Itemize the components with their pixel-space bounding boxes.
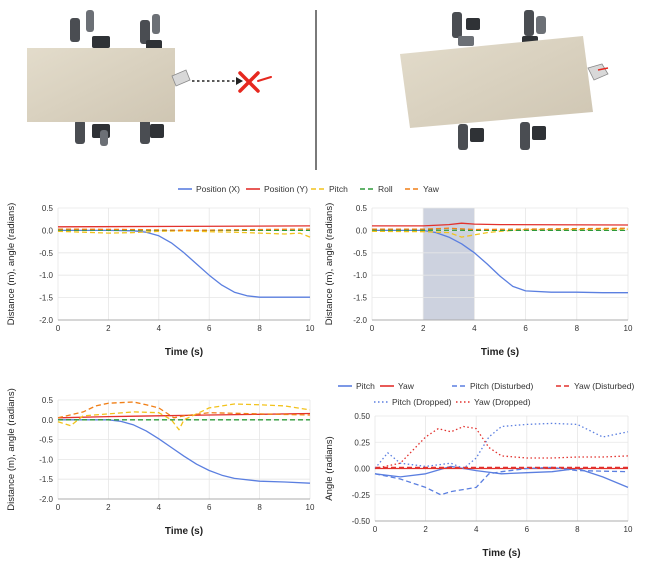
- y-tick-label: 0.0: [42, 416, 54, 425]
- x-tick-label: 0: [373, 525, 378, 534]
- legend-label: Pitch: [329, 184, 348, 194]
- robot-arm-icon: [70, 10, 110, 48]
- y-tick-label: 0.0: [42, 226, 54, 235]
- x-tick-label: 2: [106, 324, 111, 333]
- x-tick-label: 10: [306, 503, 315, 512]
- chart-top-right: 0.5 0.0 -0.5 -1.0 -1.5 -2.00 2 4 6 8 10 Time (s) Dis…: [318, 196, 649, 368]
- y-axis-label: Distance (m), angle (radians): [6, 388, 17, 511]
- x-axis-label: Time (s): [482, 548, 520, 559]
- y-tick-label: -2.0: [353, 316, 367, 325]
- y-tick-label: 0.25: [354, 438, 370, 447]
- series-line: [375, 466, 628, 487]
- y-tick-label: -1.5: [39, 475, 53, 484]
- x-tick-label: 4: [157, 324, 162, 333]
- y-tick-label: -2.0: [39, 316, 53, 325]
- x-tick-label: 2: [106, 503, 111, 512]
- legend-label: Pitch (Disturbed): [470, 381, 533, 391]
- y-tick-label: -1.5: [353, 294, 367, 303]
- series-line: [375, 467, 628, 494]
- y-axis-label: Angle (radians): [324, 436, 335, 500]
- series-line: [372, 223, 628, 226]
- y-tick-label: 0.00: [354, 465, 370, 474]
- y-tick-label: 0.5: [42, 204, 54, 213]
- x-tick-label: 4: [472, 324, 477, 333]
- y-tick-label: -0.50: [352, 517, 371, 526]
- series-line: [58, 420, 310, 483]
- y-tick-label: -1.5: [39, 294, 53, 303]
- gripper-icon: [588, 64, 608, 80]
- x-tick-label: 2: [423, 525, 428, 534]
- x-tick-label: 8: [257, 324, 262, 333]
- x-tick-label: 0: [56, 503, 61, 512]
- x-tick-label: 6: [207, 503, 212, 512]
- x-tick-label: 8: [575, 525, 580, 534]
- x-tick-label: 6: [523, 324, 528, 333]
- series-line: [58, 231, 310, 237]
- x-tick-label: 0: [56, 324, 61, 333]
- y-axis-label: Distance (m), angle (radians): [324, 203, 335, 326]
- y-tick-label: -0.25: [352, 491, 371, 500]
- y-tick-label: 0.0: [356, 226, 368, 235]
- x-axis-label: Time (s): [165, 526, 203, 537]
- y-tick-label: -0.5: [39, 249, 53, 258]
- legend-label: Yaw (Disturbed): [574, 381, 634, 391]
- x-tick-label: 0: [370, 324, 375, 333]
- x-tick-label: 8: [257, 503, 262, 512]
- legend-label: Position (Y): [264, 184, 308, 194]
- legend-label: Yaw: [398, 381, 415, 391]
- x-tick-label: 10: [306, 324, 315, 333]
- x-axis-label: Time (s): [481, 347, 519, 358]
- left-scene: [27, 10, 271, 146]
- table-top: [27, 48, 175, 122]
- series-line: [375, 427, 628, 469]
- right-scene: [400, 10, 608, 150]
- x-tick-label: 10: [624, 525, 633, 534]
- x-tick-label: 4: [157, 503, 162, 512]
- arrow-head-icon: [236, 77, 243, 85]
- y-tick-label: -1.0: [353, 271, 367, 280]
- y-tick-label: -2.0: [39, 495, 53, 504]
- y-tick-label: -1.0: [39, 455, 53, 464]
- y-tick-label: -0.5: [39, 436, 53, 445]
- y-axis-label: Distance (m), angle (radians): [6, 203, 17, 326]
- legend-label: Yaw: [423, 184, 440, 194]
- series-line: [375, 423, 628, 468]
- legend-label: Pitch: [356, 381, 375, 391]
- y-tick-label: 0.5: [356, 204, 368, 213]
- y-tick-label: -1.0: [39, 271, 53, 280]
- chart-top-left: 0.5 0.0 -0.5 -1.0 -1.5 -2.00 2 4 6 8 10 Time (s) Dis…: [0, 196, 318, 368]
- x-tick-label: 4: [474, 525, 479, 534]
- x-tick-label: 6: [525, 525, 530, 534]
- series-line: [58, 230, 310, 297]
- x-tick-label: 2: [421, 324, 426, 333]
- robot-arm-icon: [140, 14, 162, 50]
- x-tick-label: 8: [575, 324, 580, 333]
- y-tick-label: -0.5: [353, 249, 367, 258]
- y-tick-label: 0.50: [354, 412, 370, 421]
- legend-label: Roll: [378, 184, 393, 194]
- robot-arm-icon: [75, 120, 110, 146]
- robot-arm-icon: [520, 122, 546, 150]
- x-tick-label: 10: [624, 324, 633, 333]
- robot-arm-icon: [452, 12, 480, 46]
- legend-label: Position (X): [196, 184, 240, 194]
- robot-arm-icon: [458, 124, 484, 150]
- chart-bottom-left: 0.5 0.0 -0.5 -1.0 -1.5 -2.00 2 4 6 8 10 Time (s) Dis…: [0, 388, 318, 568]
- series-line: [372, 230, 628, 292]
- chart-bottom-right: 0.50 0.25 0.00 -0.25 -0.500 2 4 6 8 10 Time (s) Ang…: [318, 406, 649, 568]
- scene-illustration: [0, 0, 649, 175]
- y-tick-label: 0.5: [42, 396, 54, 405]
- x-tick-label: 6: [207, 324, 212, 333]
- x-axis-label: Time (s): [165, 347, 203, 358]
- series-line: [58, 226, 310, 227]
- cross-mark-icon: [240, 73, 271, 91]
- table-top: [400, 36, 593, 128]
